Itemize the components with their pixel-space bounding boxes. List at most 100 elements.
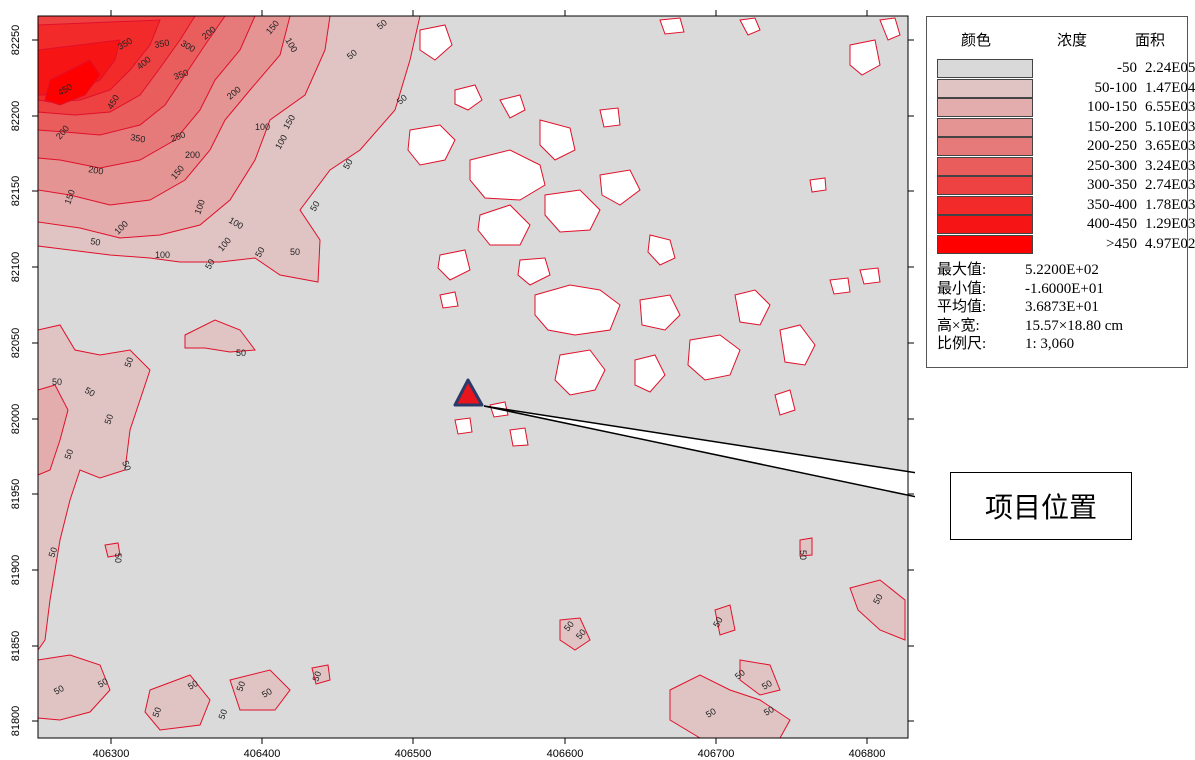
contour-label: 50 <box>122 356 135 369</box>
contour-label: 50 <box>562 619 576 633</box>
legend-stat-row: 最大值: 5.2200E+02 <box>937 261 1187 280</box>
legend-range: 400-450 <box>1087 216 1137 232</box>
legend-header: 颜色 浓度 面积 <box>927 29 1187 49</box>
concentration-plume-west <box>37 324 151 652</box>
legend-area: 2.74E03 <box>1145 177 1195 193</box>
legend-swatch <box>937 156 1033 176</box>
concentration-plume-northwest <box>37 15 421 283</box>
legend-swatch <box>937 59 1033 78</box>
contour-label: 50 <box>574 627 588 641</box>
legend-stat-row: 平均值: 3.6873E+01 <box>937 298 1187 317</box>
legend-area: 1.29E03 <box>1145 216 1195 232</box>
x-tick: 406700 <box>698 10 734 760</box>
legend-row: 150-200 5.10E03 <box>935 117 1195 137</box>
x-tick-label: 406400 <box>244 748 281 760</box>
legend-range: 200-250 <box>1087 138 1137 154</box>
contour-label: 250 <box>169 129 187 144</box>
y-tick-label: 82100 <box>10 252 22 283</box>
contour-label: 50 <box>113 553 123 563</box>
legend-stat-label: 高×宽: <box>937 317 980 334</box>
legend-area: 3.65E03 <box>1145 138 1195 154</box>
project-location-marker[interactable] <box>453 378 484 407</box>
legend-header-concentration: 浓度 <box>1057 33 1088 49</box>
legend-range: >450 <box>1106 235 1137 252</box>
legend-stat-value: 3.6873E+01 <box>1025 299 1099 315</box>
contour-label: 50 <box>216 708 229 721</box>
legend-row: 50-100 1.47E04 <box>935 78 1195 98</box>
legend-swatch <box>937 137 1033 156</box>
contour-label: 100 <box>192 198 207 216</box>
contour-label: 50 <box>308 199 322 213</box>
x-tick: 406300 <box>93 10 129 760</box>
project-location-label: 项目位置 <box>950 472 1132 540</box>
legend-swatch <box>937 215 1033 234</box>
legend-swatch <box>937 98 1033 117</box>
y-tick-label: 82200 <box>10 101 22 132</box>
contour-label: 50 <box>762 704 776 718</box>
concentration-patches <box>37 319 906 739</box>
y-tick: 82150 <box>10 176 914 207</box>
contour-label: 50 <box>798 550 808 560</box>
contour-label: 50 <box>760 678 774 692</box>
y-tick-label: 81850 <box>10 631 22 662</box>
legend-area: 1.78E03 <box>1145 196 1195 213</box>
y-tick-label: 81900 <box>10 555 22 586</box>
legend-range: 350-400 <box>1087 196 1137 213</box>
x-tick-label: 406500 <box>395 748 432 760</box>
legend-row: 300-350 2.74E03 <box>935 176 1195 195</box>
legend-header-color: 颜色 <box>961 33 992 49</box>
x-tick: 406500 <box>395 10 432 760</box>
contour-label: 50 <box>871 592 885 606</box>
legend-stat-value: 1: 3,060 <box>1025 336 1075 352</box>
legend-area: 2.24E05 <box>1145 60 1195 76</box>
y-tick: 82100 <box>10 252 914 283</box>
x-tick-label: 406800 <box>849 748 886 760</box>
contour-label: 50 <box>186 678 200 692</box>
contour-label: 350 <box>172 67 190 82</box>
legend-range: 100-150 <box>1087 99 1137 115</box>
y-tick: 82000 <box>10 404 914 435</box>
x-tick: 406400 <box>244 10 281 760</box>
contour-label: 50 <box>711 615 725 629</box>
y-tick-label: 82150 <box>10 176 22 207</box>
legend-row: >450 4.97E02 <box>935 234 1195 254</box>
contour-label: 50 <box>375 17 389 31</box>
y-tick-label: 82050 <box>10 328 22 359</box>
legend-stat-label: 最大值: <box>937 262 987 278</box>
x-tick: 406800 <box>849 10 886 760</box>
legend-stat-value: -1.6000E+01 <box>1025 280 1104 297</box>
legend-range: -50 <box>1117 60 1137 76</box>
contour-label: 100 <box>155 250 170 260</box>
contour-label: 150 <box>62 188 77 206</box>
contour-label: 50 <box>96 676 110 690</box>
contour-label: 50 <box>46 546 59 559</box>
y-tick: 81850 <box>10 631 914 662</box>
legend-stat-value: 15.57×18.80 cm <box>1025 317 1124 334</box>
contour-label: 50 <box>90 236 102 248</box>
y-tick: 82200 <box>10 101 914 132</box>
x-tick-label: 406600 <box>547 748 584 760</box>
contour-label: 50 <box>52 377 62 387</box>
contour-label: 350 <box>130 132 147 144</box>
y-tick: 81800 <box>10 706 914 736</box>
y-tick-label: 81950 <box>10 479 22 510</box>
y-tick-label: 82000 <box>10 404 22 435</box>
legend-stat-value: 5.2200E+02 <box>1025 262 1099 278</box>
contour-label: 50 <box>236 348 246 358</box>
contour-label: 50 <box>341 157 355 171</box>
legend-stat-label: 比例尺: <box>937 336 987 352</box>
map-canvas: 450 450 400 350 350 350 350 300 250 200 … <box>10 10 915 760</box>
y-axis: 82250 82200 82150 82100 82050 82000 <box>10 25 914 736</box>
legend-range: 250-300 <box>1087 157 1137 174</box>
legend-range: 150-200 <box>1087 118 1137 135</box>
contour-map: 450 450 400 350 350 350 350 300 250 200 … <box>10 10 915 760</box>
legend-swatch <box>937 78 1033 98</box>
legend-swatch <box>937 176 1033 195</box>
legend-swatch <box>937 117 1033 137</box>
legend-range: 300-350 <box>1087 177 1137 193</box>
legend-stat-row: 比例尺: 1: 3,060 <box>937 335 1187 354</box>
legend-row: 200-250 3.65E03 <box>935 137 1195 156</box>
contour-label: 50 <box>102 413 115 426</box>
y-tick: 82250 <box>10 25 914 55</box>
contour-label: 200 <box>185 150 200 160</box>
